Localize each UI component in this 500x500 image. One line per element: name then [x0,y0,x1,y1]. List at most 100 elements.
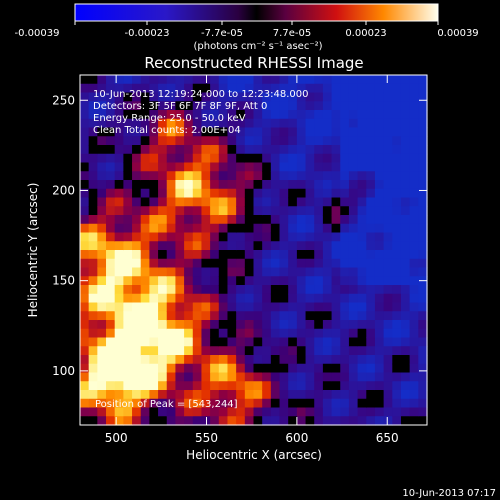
heatmap-cell [270,92,281,102]
heatmap-cell [106,355,116,365]
heatmap-cell [288,250,298,260]
heatmap-cell [305,337,315,347]
heatmap-cell [175,162,185,172]
heatmap-cell [314,337,324,347]
heatmap-cell [123,215,133,225]
heatmap-cell [383,206,393,216]
heatmap-cell [166,110,177,120]
heatmap-cell [236,101,246,111]
heatmap-cell [340,381,350,391]
heatmap-cell [314,171,324,181]
heatmap-cell [340,180,350,190]
heatmap-cell [210,346,220,356]
heatmap-cell [140,302,151,312]
heatmap-cell [357,206,367,216]
heatmap-cell [184,293,194,304]
heatmap-cell [392,171,402,181]
heatmap-cell [331,381,341,391]
heatmap-cell [158,83,168,94]
heatmap-cell [236,92,246,102]
heatmap-cell [218,328,229,339]
heatmap-cell [348,241,359,251]
heatmap-cell [88,162,98,172]
heatmap-cell [132,390,142,400]
heatmap-cell [331,171,341,181]
heatmap-cell [184,346,194,356]
heatmap-cell [392,372,402,382]
heatmap-cell [279,75,289,85]
heatmap-cell [106,293,116,304]
heatmap-cell [418,188,428,199]
heatmap-cell [166,223,177,234]
heatmap-cell [244,136,255,146]
heatmap-cell [270,250,281,260]
heatmap-cell [227,258,237,269]
heatmap-cell [149,127,159,137]
heatmap-cell [184,223,194,234]
heatmap-cell [140,118,151,129]
heatmap-cell [210,328,220,339]
heatmap-cell [270,293,281,304]
heatmap-cell [140,232,151,242]
heatmap-cell [270,127,281,137]
heatmap-cell [132,92,142,102]
heatmap-cell [132,398,142,409]
heatmap-cell [262,337,272,347]
heatmap-cell [88,407,98,417]
heatmap-cell [314,302,324,312]
heatmap-cell [253,171,263,181]
heatmap-cell [80,285,90,295]
heatmap-cell [253,101,263,111]
heatmap-cell [331,276,341,286]
colorbar-tick-label: 0.00039 [437,28,478,39]
heatmap-cell [97,162,107,172]
heatmap-cell [149,311,159,321]
heatmap-cell [357,293,367,304]
heatmap-cell [374,197,385,207]
heatmap-cell [192,302,203,312]
heatmap-cell [80,241,90,251]
heatmap-cell [88,258,98,269]
heatmap-cell [279,215,289,225]
heatmap-cell [114,372,124,382]
heatmap-cell [106,276,116,286]
heatmap-cell [149,83,159,94]
heatmap-cell [418,75,428,85]
heatmap-cell [270,83,281,94]
heatmap-cell [253,92,263,102]
heatmap-cell [80,320,90,330]
heatmap-cell [106,171,116,181]
heatmap-cell [348,92,359,102]
heatmap-cell [331,101,341,111]
heatmap-cell [175,372,185,382]
heatmap-cell [140,145,151,155]
heatmap-cell [392,162,402,172]
heatmap-cell [80,250,90,260]
heatmap-cell [132,197,142,207]
heatmap-cell [340,75,350,85]
heatmap-cell [270,180,281,190]
heatmap-cell [340,363,350,374]
heatmap-cell [366,145,376,155]
heatmap-cell [418,311,428,321]
heatmap-cell [340,206,350,216]
heatmap-cell [106,153,116,164]
heatmap-cell [279,180,289,190]
heatmap-cell [106,390,116,400]
heatmap-cell [383,197,393,207]
heatmap-cell [158,153,168,164]
heatmap-cell [123,302,133,312]
heatmap-cell [305,372,315,382]
heatmap-cell [279,372,289,382]
heatmap-cell [175,337,185,347]
heatmap-cell [288,416,298,426]
heatmap-cell [97,92,107,102]
heatmap-cell [296,188,307,199]
heatmap-cell [357,188,367,199]
heatmap-cell [296,197,307,207]
heatmap-cell [409,346,419,356]
heatmap-cell [149,92,159,102]
heatmap-cell [314,276,324,286]
heatmap-cell [262,223,272,234]
heatmap-cell [288,83,298,94]
